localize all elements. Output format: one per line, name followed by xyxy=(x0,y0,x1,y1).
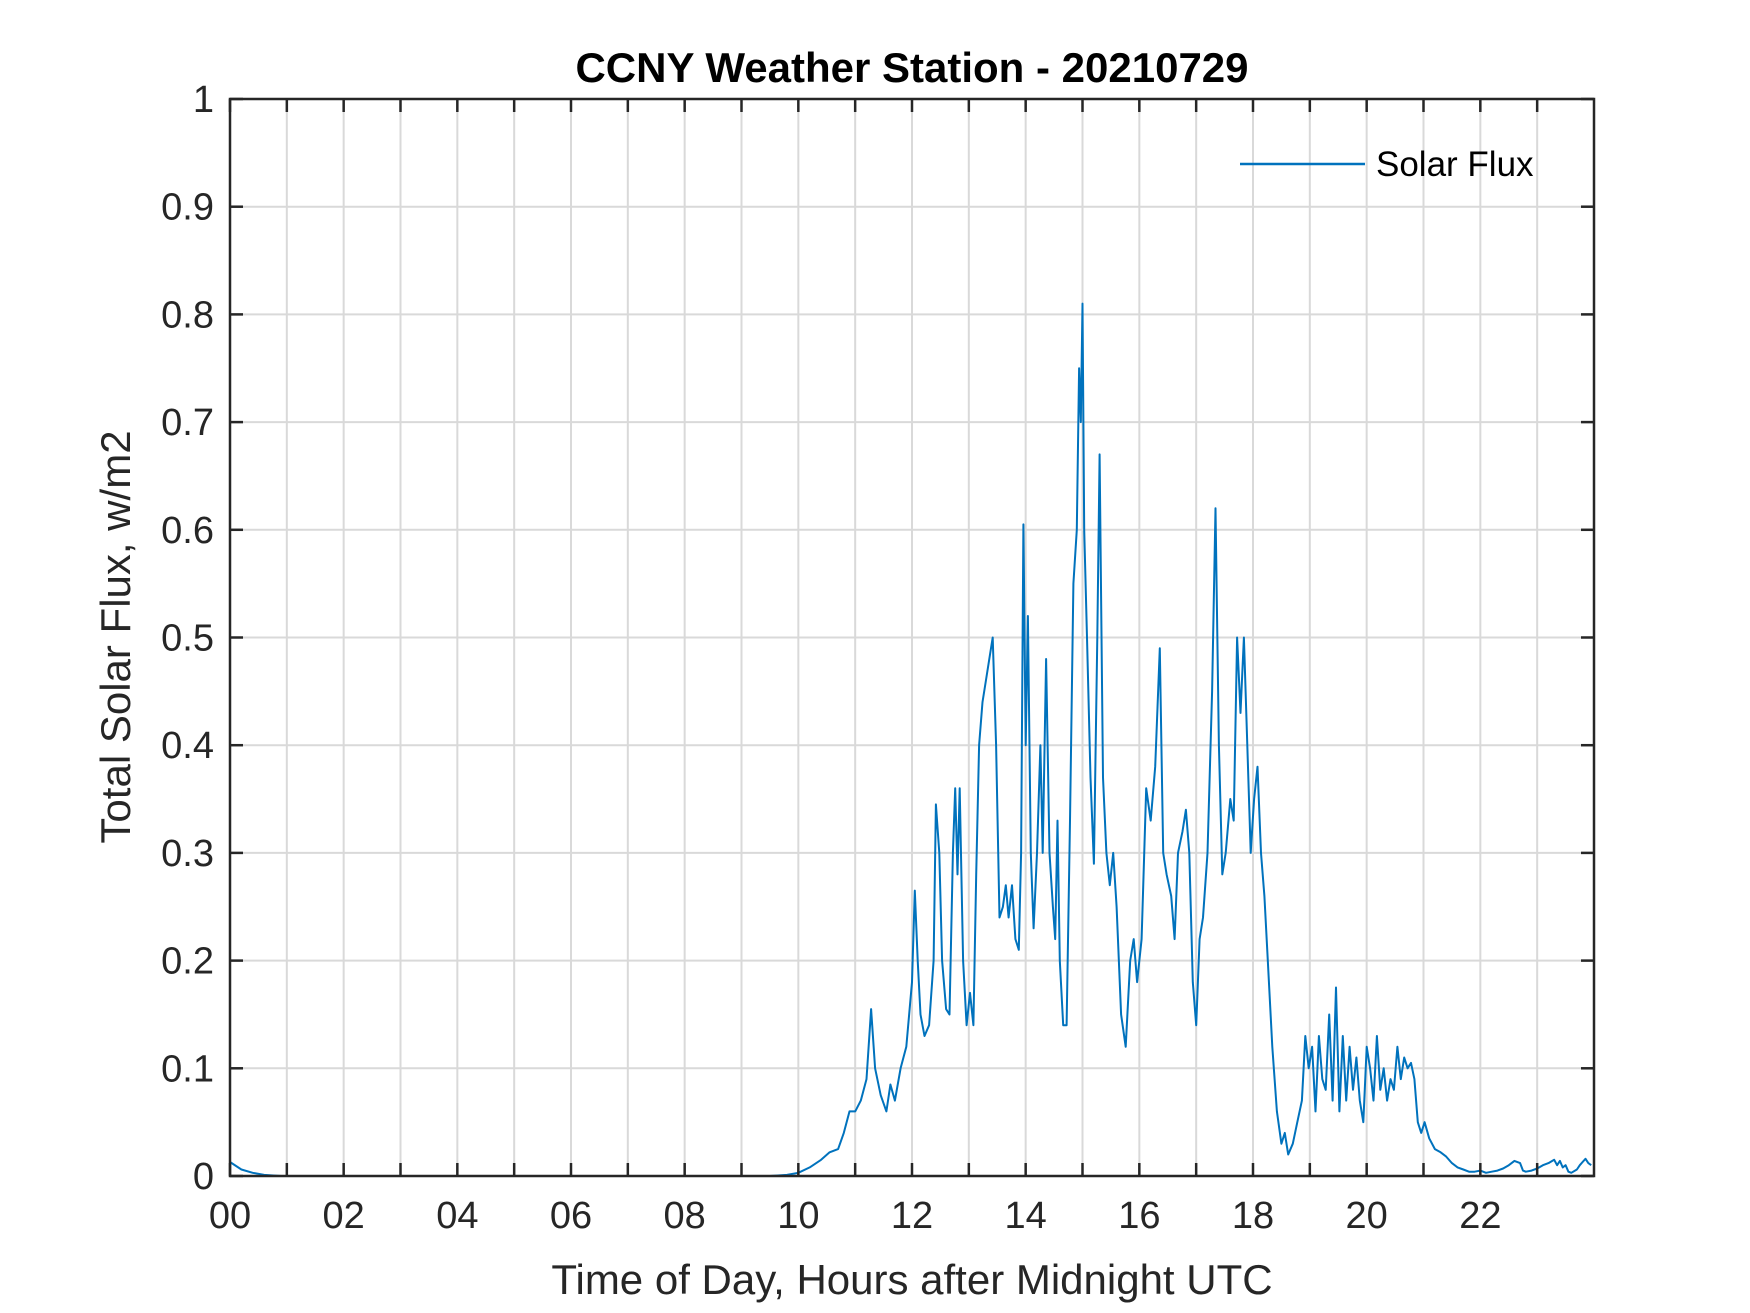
chart-title: CCNY Weather Station - 20210729 xyxy=(575,44,1248,91)
y-tick-label: 0.3 xyxy=(161,833,214,875)
x-axis-title: Time of Day, Hours after Midnight UTC xyxy=(551,1256,1272,1303)
x-tick-label: 18 xyxy=(1232,1195,1274,1237)
y-tick-label: 0.7 xyxy=(161,402,214,444)
x-tick-label: 08 xyxy=(664,1195,706,1237)
x-tick-label: 02 xyxy=(323,1195,365,1237)
y-tick-label: 0.1 xyxy=(161,1048,214,1090)
x-tick-label: 20 xyxy=(1346,1195,1388,1237)
y-tick-label: 0.2 xyxy=(161,941,214,983)
legend: Solar Flux xyxy=(1240,145,1534,184)
grid-lines xyxy=(230,99,1594,1176)
y-tick-label: 0.6 xyxy=(161,510,214,552)
y-axis-title: Total Solar Flux, w/m2 xyxy=(92,430,139,843)
y-tick-label: 1 xyxy=(193,79,214,121)
y-tick-label: 0.5 xyxy=(161,618,214,660)
y-tick-label: 0 xyxy=(193,1156,214,1198)
x-tick-label: 10 xyxy=(777,1195,819,1237)
plot-area xyxy=(229,302,1592,1177)
x-tick-label: 00 xyxy=(209,1195,251,1237)
x-tick-label: 04 xyxy=(436,1195,478,1237)
x-tick-label: 06 xyxy=(550,1195,592,1237)
x-tick-label: 12 xyxy=(891,1195,933,1237)
y-tick-label: 0.9 xyxy=(161,187,214,229)
series-line-solar-flux xyxy=(229,302,1592,1177)
x-tick-label: 14 xyxy=(1005,1195,1047,1237)
axis-ticks: 00 02 04 06 08 10 12 14 16 18 20 22 0 0.1 0.2 0.3 0.4 0.5… xyxy=(161,79,1594,1237)
x-tick-label: 16 xyxy=(1118,1195,1160,1237)
y-tick-label: 0.4 xyxy=(161,725,214,767)
y-tick-label: 0.8 xyxy=(161,294,214,336)
x-tick-label: 22 xyxy=(1459,1195,1501,1237)
legend-label-solar-flux: Solar Flux xyxy=(1376,145,1534,184)
